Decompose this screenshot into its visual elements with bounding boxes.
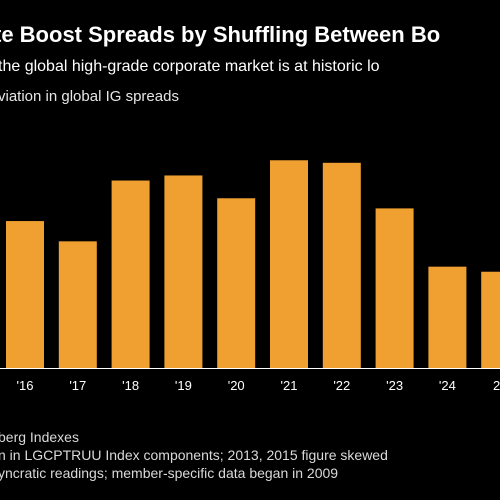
bar-0 (6, 221, 44, 368)
x-tick-label-8: '24 (439, 378, 456, 393)
x-tick-label-2: '18 (122, 378, 139, 393)
bar-8 (428, 266, 467, 368)
x-tick-label-3: '19 (175, 378, 192, 393)
x-tick-label-1: '17 (69, 378, 86, 393)
footer-source: berg Indexes (0, 429, 79, 445)
bar-5 (270, 160, 308, 368)
bar-9 (481, 271, 500, 368)
chart-footer: berg Indexes n in LGCPTRUU Index compone… (0, 428, 388, 482)
bar-1 (58, 241, 97, 368)
chart-subtitle: the global high-grade corporate market i… (0, 58, 380, 75)
footer-note-1: n in LGCPTRUU Index components; 2013, 20… (0, 447, 388, 463)
chart-title: te Boost Spreads by Shuffling Between Bo (0, 22, 441, 47)
x-tick-label-6: '22 (333, 378, 350, 393)
y-axis-label: viation in global IG spreads (0, 88, 179, 105)
bar-7 (375, 208, 414, 368)
bar-chart: '16 '17 '18 '19 '20 '21 '22 '23 '24 20 (0, 160, 500, 393)
x-tick-label-7: '23 (386, 378, 403, 393)
bar-6 (322, 162, 361, 368)
x-tick-label-4: '20 (228, 378, 245, 393)
bar-3 (164, 175, 203, 368)
x-tick-label-0: '16 (17, 378, 34, 393)
footer-note-2: yncratic readings; member-specific data … (0, 465, 339, 481)
x-tick-label-5: '21 (281, 378, 298, 393)
bar-4 (217, 198, 256, 368)
x-tick-label-9: 20 (493, 378, 500, 393)
bar-2 (111, 180, 150, 368)
